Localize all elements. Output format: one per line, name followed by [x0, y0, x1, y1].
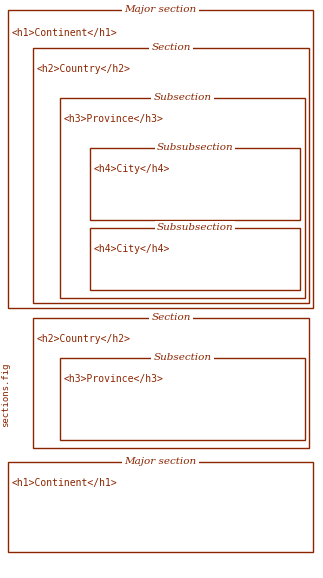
Text: Section: Section — [151, 313, 191, 323]
Bar — [90, 228, 300, 290]
Bar — [33, 48, 309, 303]
Text: sections.fig: sections.fig — [2, 363, 11, 427]
Text: <h1>Continent</h1>: <h1>Continent</h1> — [12, 28, 118, 38]
Text: Section: Section — [151, 43, 191, 53]
Text: <h4>City</h4>: <h4>City</h4> — [94, 244, 170, 254]
Text: <h1>Continent</h1>: <h1>Continent</h1> — [12, 478, 118, 488]
Bar — [8, 10, 313, 308]
Bar — [90, 148, 300, 220]
Text: Subsubsection: Subsubsection — [157, 224, 233, 232]
Bar — [60, 358, 305, 440]
Text: <h3>Province</h3>: <h3>Province</h3> — [64, 374, 164, 384]
Text: <h2>Country</h2>: <h2>Country</h2> — [37, 334, 131, 344]
Text: <h3>Province</h3>: <h3>Province</h3> — [64, 114, 164, 124]
Text: Subsection: Subsection — [153, 354, 212, 362]
Bar — [60, 98, 305, 298]
Text: Major section: Major section — [124, 458, 197, 466]
Text: Major section: Major section — [124, 6, 197, 14]
Bar — [33, 318, 309, 448]
Text: <h2>Country</h2>: <h2>Country</h2> — [37, 64, 131, 74]
Text: Subsection: Subsection — [153, 94, 212, 102]
Bar — [8, 462, 313, 552]
Text: Subsubsection: Subsubsection — [157, 143, 233, 153]
Text: <h4>City</h4>: <h4>City</h4> — [94, 164, 170, 174]
